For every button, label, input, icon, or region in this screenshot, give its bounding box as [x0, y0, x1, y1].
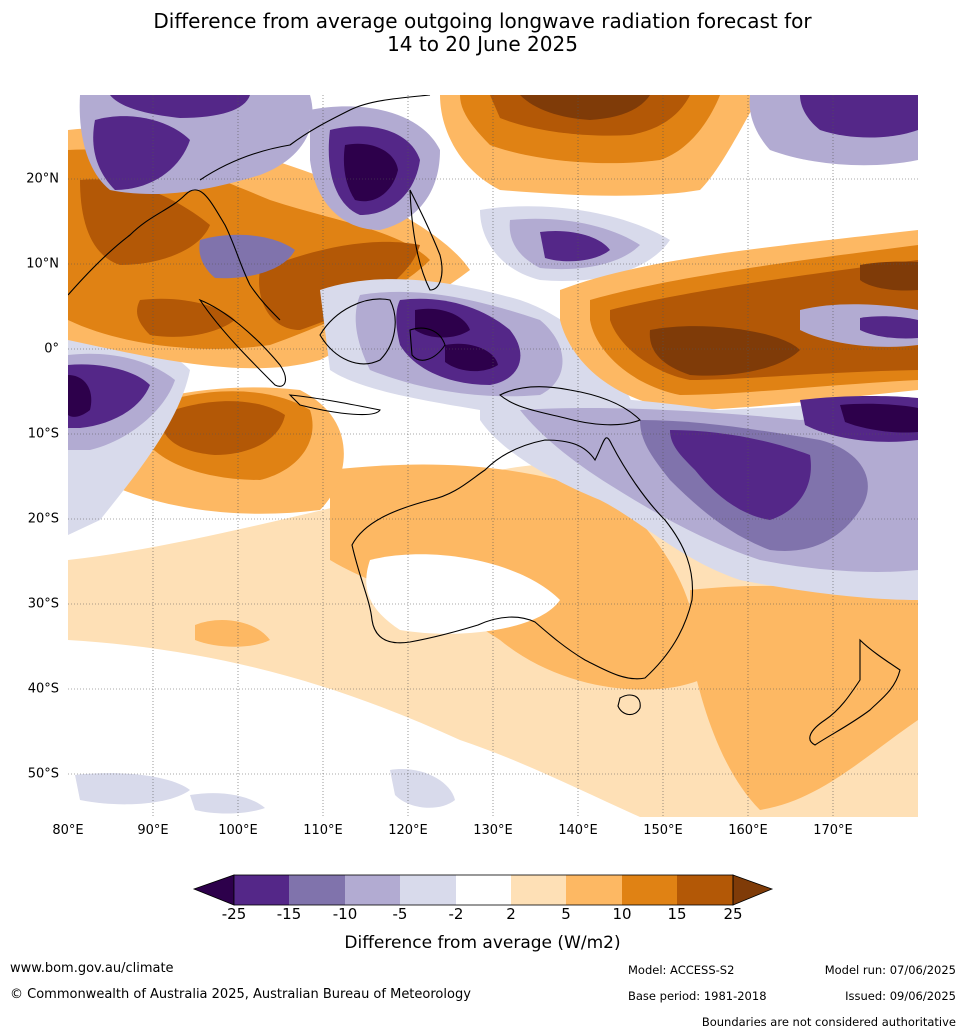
lon-label: 90°E [137, 823, 169, 838]
colorbar-label: Difference from average (W/m2) [344, 933, 621, 953]
colorbar-tick-label: 15 [667, 905, 687, 923]
lon-label: 150°E [643, 823, 683, 838]
colorbar-segment [289, 875, 345, 905]
lon-label: 110°E [303, 823, 343, 838]
colorbar-tick-label: 10 [612, 905, 632, 923]
anomaly-region [520, 95, 650, 120]
anomaly-region [840, 403, 918, 433]
anomaly-region [649, 326, 800, 376]
lat-label: 20°N [26, 171, 59, 187]
anomaly-region [75, 773, 190, 805]
colorbar-tick-label: -25 [221, 905, 247, 923]
coastline-new-guinea [499, 386, 641, 426]
anomaly-field [68, 95, 918, 817]
coastlines [68, 95, 901, 746]
lat-label: 10°N [26, 256, 59, 272]
colorbar-extend-low [192, 874, 235, 906]
model-run-date: Model run: 07/06/2025 [824, 963, 956, 977]
colorbar [0, 860, 965, 960]
coastline-java [288, 394, 381, 416]
anomaly-region [137, 298, 235, 337]
anomaly-region [343, 143, 398, 202]
lat-label: 40°S [27, 681, 59, 697]
colorbar-extend-high [732, 874, 774, 906]
colorbar-segment [566, 875, 622, 905]
colorbar-segment [511, 875, 566, 905]
colorbar-tick-label: -2 [448, 905, 464, 923]
title-line-2: 14 to 20 June 2025 [387, 32, 578, 56]
anomaly-region [93, 116, 190, 190]
lon-label: 100°E [218, 823, 258, 838]
title-line-1: Difference from average outgoing longwav… [153, 9, 812, 33]
chart-title: Difference from average outgoing longwav… [0, 10, 965, 56]
lon-label: 120°E [388, 823, 428, 838]
colorbar-tick-label: -5 [392, 905, 408, 923]
colorbar-segment [677, 875, 733, 905]
model-name: Model: ACCESS-S2 [628, 963, 735, 977]
coastline-sulawesi [409, 327, 446, 361]
lat-label: 50°S [27, 766, 59, 782]
anomaly-region [199, 234, 295, 279]
anomaly-region [68, 364, 150, 428]
anomaly-region [415, 308, 470, 338]
anomaly-region [690, 585, 918, 810]
website-link[interactable]: www.bom.gov.au/climate [10, 961, 174, 976]
graticule [68, 95, 918, 817]
issued-date: Issued: 09/06/2025 [845, 989, 956, 1003]
lon-label: 170°E [813, 823, 853, 838]
map-svg [68, 95, 918, 817]
lon-label: 160°E [728, 823, 768, 838]
map-area [68, 95, 918, 817]
colorbar-svg [192, 874, 774, 906]
colorbar-segment [622, 875, 677, 905]
colorbar-tick-label: -10 [332, 905, 358, 923]
base-period: Base period: 1981-2018 [628, 989, 767, 1003]
anomaly-region [160, 401, 285, 455]
lat-label: 0° [44, 341, 59, 357]
anomaly-region [366, 554, 560, 634]
colorbar-tick-label: 25 [723, 905, 743, 923]
lat-label: 10°S [27, 426, 59, 442]
boundary-disclaimer: Boundaries are not considered authoritat… [701, 1015, 956, 1029]
anomaly-region [860, 316, 918, 339]
colorbar-segment [234, 875, 289, 905]
lon-label: 80°E [52, 823, 84, 838]
anomaly-region [190, 793, 265, 814]
anomaly-region [445, 343, 498, 372]
lon-label: 130°E [473, 823, 513, 838]
colorbar-tick-label: 2 [506, 905, 516, 923]
colorbar-segment [456, 875, 511, 905]
anomaly-region [540, 230, 610, 262]
colorbar-outline [233, 874, 734, 906]
coastline-philippines [409, 189, 443, 291]
copyright-text: © Commonwealth of Australia 2025, Austra… [10, 987, 471, 1002]
coastline-borneo [319, 298, 396, 365]
coastline-new-zealand [809, 638, 901, 746]
colorbar-segment [345, 875, 400, 905]
colorbar-segment [400, 875, 456, 905]
lat-label: 20°S [27, 511, 59, 527]
coastline-tasmania [617, 694, 641, 716]
anomaly-region [195, 620, 270, 647]
colorbar-tick-label: -15 [276, 905, 302, 923]
anomaly-region [110, 95, 250, 118]
lat-label: 30°S [27, 596, 59, 612]
anomaly-region [800, 95, 918, 138]
anomaly-region [670, 430, 811, 520]
anomaly-region [390, 769, 455, 808]
coastline-sumatra [198, 298, 286, 387]
lon-label: 140°E [558, 823, 598, 838]
colorbar-tick-label: 5 [561, 905, 571, 923]
anomaly-region [68, 375, 92, 417]
coastline-australia [351, 437, 694, 680]
anomaly-region [860, 261, 918, 291]
coastline-asia-mainland [68, 95, 431, 321]
